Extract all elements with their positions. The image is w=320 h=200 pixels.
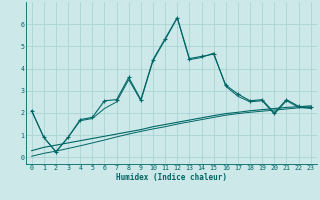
- X-axis label: Humidex (Indice chaleur): Humidex (Indice chaleur): [116, 173, 227, 182]
